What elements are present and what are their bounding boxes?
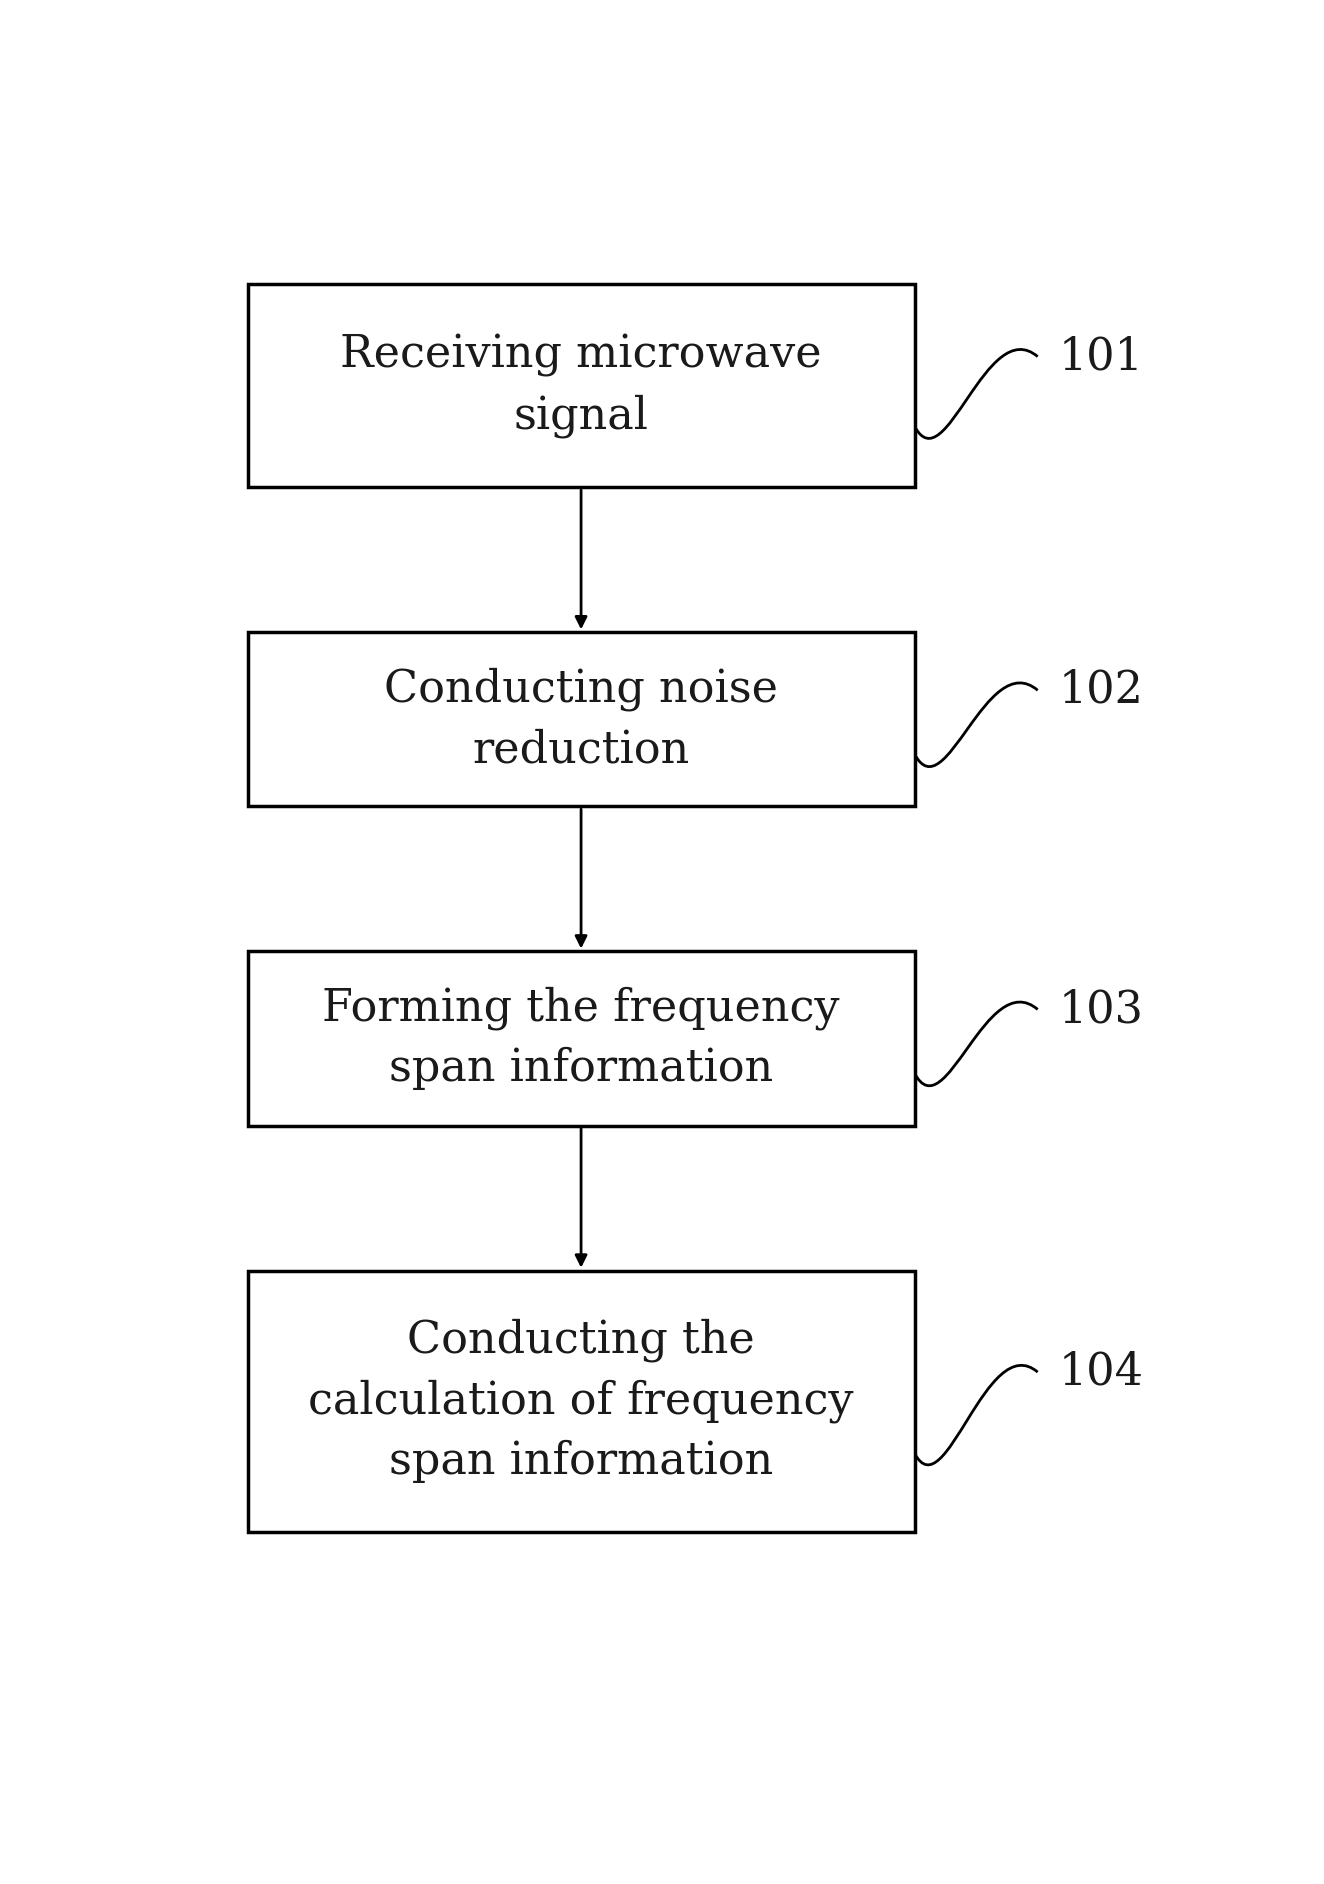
Bar xyxy=(248,633,915,806)
Text: 101: 101 xyxy=(1058,335,1143,379)
Text: Forming the frequency
span information: Forming the frequency span information xyxy=(322,987,839,1091)
Text: 102: 102 xyxy=(1058,669,1143,712)
Bar xyxy=(248,951,915,1125)
Text: Conducting the
calculation of frequency
span information: Conducting the calculation of frequency … xyxy=(308,1319,854,1483)
Text: Receiving microwave
signal: Receiving microwave signal xyxy=(340,333,822,437)
Bar xyxy=(248,1270,915,1532)
Text: 104: 104 xyxy=(1058,1351,1143,1394)
Text: Conducting noise
reduction: Conducting noise reduction xyxy=(384,667,779,771)
Text: 103: 103 xyxy=(1058,987,1143,1031)
Bar xyxy=(248,284,915,488)
